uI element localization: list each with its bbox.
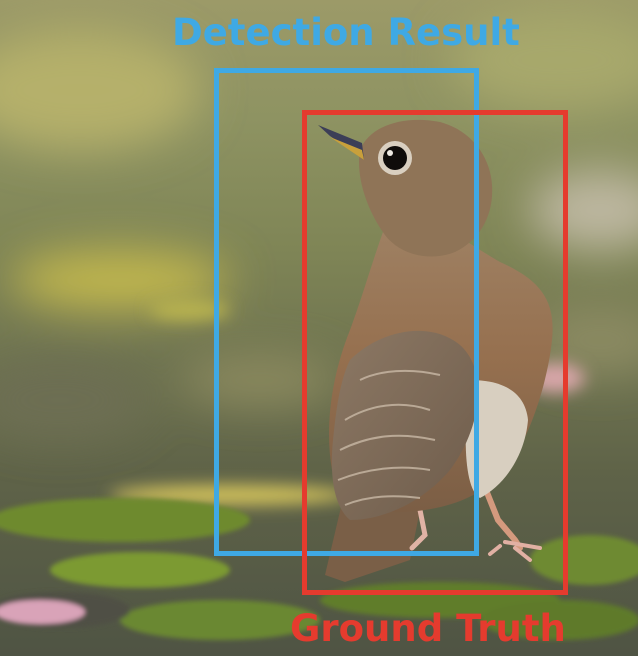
detection-bounding-box [214,68,479,556]
ground-truth-bounding-box [302,110,568,595]
thrush-bird-icon [318,119,553,582]
detection-result-label: Detection Result [172,11,520,54]
ground-truth-label: Ground Truth [290,607,566,650]
